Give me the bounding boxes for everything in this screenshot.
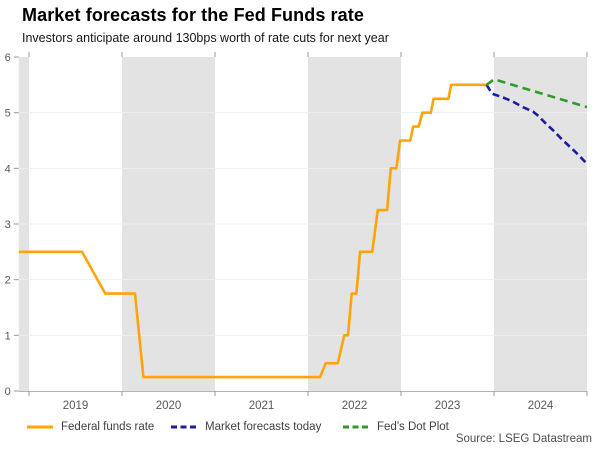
legend-label: Fed's Dot Plot [377, 420, 449, 433]
chart-title: Market forecasts for the Fed Funds rate [22, 5, 364, 25]
y-axis-tick-label: 6 [5, 52, 11, 64]
series-line-federal-funds-rate [18, 83, 487, 379]
y-axis-tick-label: 5 [5, 108, 11, 120]
y-axis-tick-label: 4 [5, 163, 11, 175]
series-line-market-forecasts-today [485, 84, 588, 165]
y-axis-tick-label: 3 [5, 219, 11, 231]
y-axis-tick-label: 0 [5, 386, 11, 398]
legend-item-federal-funds-rate: Federal funds rate [26, 419, 154, 434]
legend-label: Market forecasts today [205, 420, 322, 433]
x-axis-tick-label: 2023 [435, 400, 461, 412]
legend-swatch-solid-line [27, 425, 53, 428]
chart-subtitle: Investors anticipate around 130bps worth… [22, 31, 389, 45]
y-axis-tick-label: 1 [5, 330, 11, 342]
x-axis-tick-label: 2021 [249, 400, 275, 412]
legend-label: Federal funds rate [61, 420, 155, 433]
y-axis-tick-label: 2 [5, 275, 11, 287]
legend-item-feds-dot-plot: Fed's Dot Plot [342, 419, 449, 434]
source-attribution: Source: LSEG Datastream [455, 433, 592, 445]
legend-item-market-forecasts-today: Market forecasts today [170, 419, 321, 434]
series-line-feds-dot-plot [485, 78, 588, 109]
x-axis-tick-label: 2024 [528, 400, 554, 412]
legend-swatch-dashed-line [343, 425, 369, 428]
x-axis-tick-label: 2019 [63, 400, 89, 412]
x-axis-tick-label: 2022 [342, 400, 368, 412]
legend-swatch-dashed-line [171, 425, 197, 428]
x-axis-tick-label: 2020 [156, 400, 182, 412]
